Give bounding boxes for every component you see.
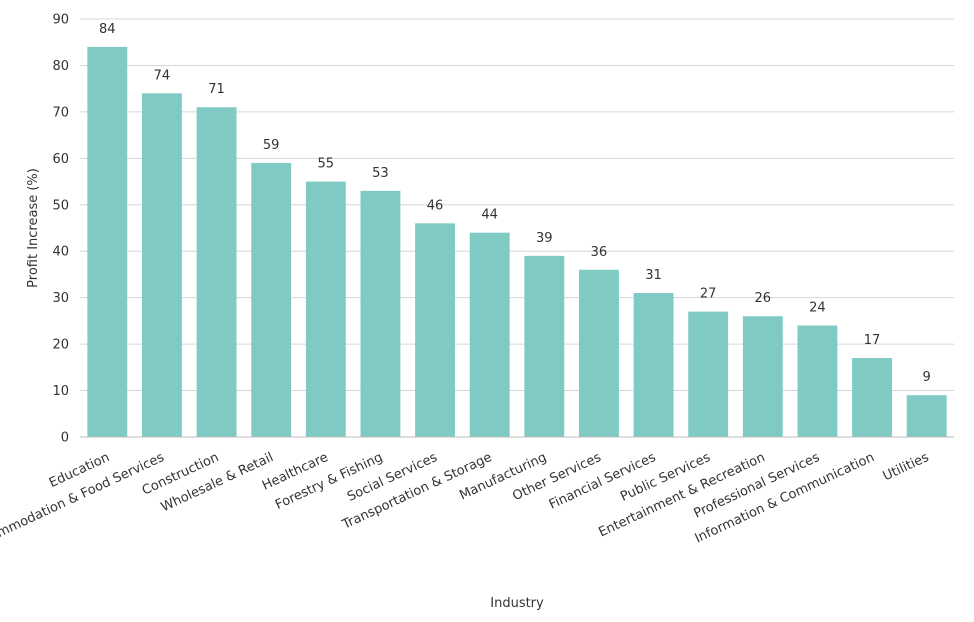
bar: [251, 162, 292, 437]
bar: [906, 395, 947, 437]
y-tick-label: 60: [52, 152, 69, 167]
bar-value-label: 31: [645, 268, 662, 283]
bars: [87, 46, 947, 438]
bar-value-label: 9: [923, 370, 931, 385]
bar-value-label: 44: [481, 208, 498, 223]
bar: [87, 46, 128, 437]
bar-value-label: 71: [208, 82, 225, 97]
y-axis-ticks: 0 10 20 30 40 50 60 70 80 90: [52, 13, 69, 446]
bar-value-label: 46: [427, 198, 444, 213]
x-axis-title: Industry: [490, 596, 544, 611]
bar: [633, 293, 674, 437]
bar: [469, 232, 510, 437]
bar-value-label: 36: [591, 245, 608, 260]
y-tick-label: 10: [52, 384, 69, 399]
bar: [797, 325, 838, 437]
bar: [688, 311, 729, 437]
bar-value-label: 17: [864, 333, 881, 348]
y-axis-title: Profit Increase (%): [26, 168, 41, 288]
y-tick-label: 40: [52, 245, 69, 260]
bar-value-label: 27: [700, 287, 717, 302]
y-tick-label: 70: [52, 105, 69, 120]
y-tick-label: 80: [52, 59, 69, 74]
y-tick-label: 20: [52, 338, 69, 353]
bar-value-label: 84: [99, 22, 116, 37]
bar: [141, 93, 182, 438]
value-labels: 84 74 71 59 55 53 46 44 39 36 31 27 26 24 17 9: [99, 22, 931, 385]
y-tick-label: 30: [52, 291, 69, 306]
bar: [578, 269, 619, 437]
bar-value-label: 74: [154, 68, 171, 83]
bar: [415, 223, 456, 437]
y-tick-label: 0: [61, 431, 69, 446]
bar: [524, 255, 565, 437]
y-tick-label: 50: [52, 198, 69, 213]
bar-value-label: 55: [318, 157, 335, 172]
bar: [742, 316, 783, 437]
bar: [360, 190, 401, 437]
bar: [305, 181, 346, 437]
bar-value-label: 24: [809, 301, 826, 316]
bar-value-label: 53: [372, 166, 389, 181]
y-tick-label: 90: [52, 13, 69, 28]
bar: [852, 358, 893, 437]
bar-value-label: 59: [263, 138, 280, 153]
bar-value-label: 26: [755, 291, 772, 306]
x-tick-label: Utilities: [881, 450, 932, 484]
bar-value-label: 39: [536, 231, 553, 246]
bar: [196, 107, 237, 437]
